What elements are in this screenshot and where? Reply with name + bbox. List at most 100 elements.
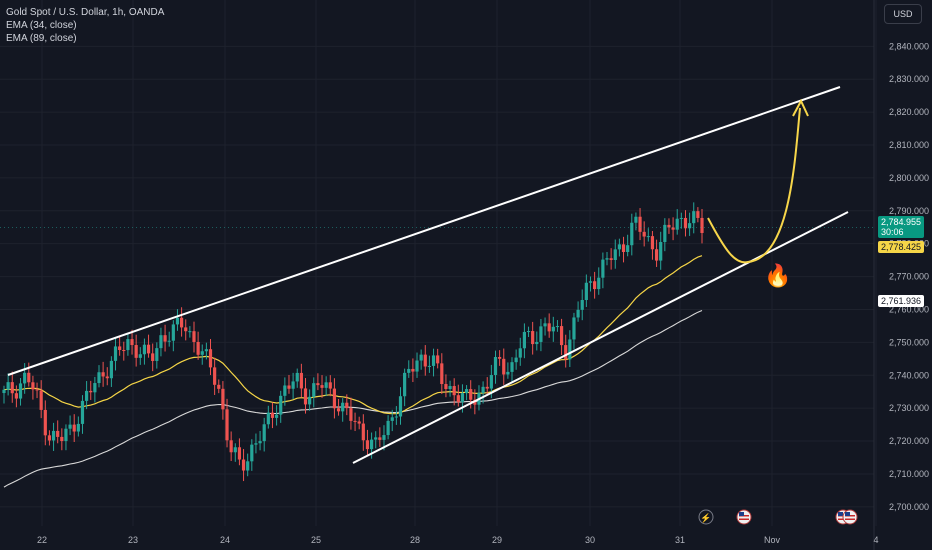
us-flag-icon[interactable] — [842, 509, 858, 525]
x-tick-label: 24 — [220, 535, 230, 545]
candle — [485, 377, 489, 395]
candle — [349, 397, 353, 430]
y-tick-label: 2,800.000 — [889, 173, 929, 183]
candle — [167, 331, 171, 347]
candle — [481, 381, 485, 404]
y-tick-label: 2,750.000 — [889, 337, 929, 347]
candle — [601, 252, 605, 289]
candle — [175, 309, 180, 331]
x-tick-label: 22 — [37, 535, 47, 545]
candle — [6, 373, 10, 396]
x-axis[interactable]: 22 23 24 25 28 29 30 31 Nov 4 ⚡ — [37, 509, 879, 545]
candle — [675, 209, 679, 235]
candle — [654, 239, 659, 267]
candle — [241, 449, 246, 482]
candle — [68, 415, 72, 436]
candle — [584, 274, 588, 308]
y-tick-label: 2,710.000 — [889, 469, 929, 479]
candle — [621, 236, 626, 263]
candle — [456, 384, 460, 407]
candle — [113, 338, 118, 371]
candle — [56, 420, 60, 444]
candle — [659, 231, 663, 270]
candle — [634, 212, 638, 231]
candle — [382, 425, 386, 451]
candle — [10, 371, 14, 403]
forecast-path[interactable] — [707, 107, 801, 264]
candle — [568, 330, 572, 368]
candle — [295, 368, 299, 388]
y-tick-label: 2,830.000 — [889, 74, 929, 84]
candle — [89, 380, 93, 400]
us-flag-icon[interactable] — [736, 509, 752, 525]
candle — [361, 414, 365, 451]
candle — [291, 372, 295, 400]
candle — [200, 344, 204, 365]
candle — [440, 353, 444, 394]
candle — [97, 365, 101, 388]
candle — [287, 374, 291, 394]
y-tick-label: 2,740.000 — [889, 370, 929, 380]
legend-symbol[interactable]: Gold Spot / U.S. Dollar, 1h, OANDA — [6, 7, 165, 18]
last-price-badge: 2,784.955 30:06 — [878, 216, 925, 238]
candle — [142, 338, 147, 365]
candle — [630, 213, 634, 256]
candle — [184, 319, 188, 341]
upper-channel-line[interactable] — [7, 86, 841, 376]
ema-89-path — [3, 309, 703, 488]
candle — [510, 357, 514, 383]
candle — [76, 416, 80, 437]
candle — [130, 329, 134, 355]
candle — [522, 323, 527, 359]
candle — [667, 218, 671, 234]
candle — [547, 313, 551, 338]
y-tick-label: 2,840.000 — [889, 41, 929, 51]
y-tick-label: 2,790.000 — [889, 206, 929, 216]
y-axis[interactable]: 2,700.000 2,710.000 2,720.000 2,730.000 2,74… — [873, 0, 929, 550]
candle — [671, 217, 675, 241]
candle — [588, 276, 593, 292]
legend-ema-short[interactable]: EMA (34, close) — [6, 20, 77, 31]
candle — [283, 377, 287, 406]
candle — [332, 378, 337, 419]
candle — [225, 398, 229, 448]
y-tick-label: 2,700.000 — [889, 502, 929, 512]
candle — [233, 443, 237, 462]
candle — [493, 350, 498, 384]
candle — [518, 337, 522, 366]
candle — [526, 326, 531, 337]
candle — [580, 289, 584, 321]
candle — [122, 341, 126, 361]
candle — [688, 212, 692, 236]
candle — [155, 342, 159, 369]
candle — [365, 429, 370, 455]
candle — [452, 378, 456, 406]
flash-icon[interactable]: ⚡ — [698, 509, 714, 525]
currency-button[interactable]: USD — [884, 4, 922, 24]
candle — [419, 349, 423, 370]
candle — [47, 430, 52, 446]
candle — [299, 363, 303, 398]
candle — [514, 349, 518, 370]
y-tick-label: 2,820.000 — [889, 107, 929, 117]
candle — [403, 368, 407, 407]
y-tick-label: 2,760.000 — [889, 304, 929, 314]
candle — [374, 431, 378, 449]
candle — [398, 387, 403, 425]
candle — [217, 379, 221, 394]
candle — [650, 230, 655, 260]
candle — [431, 348, 436, 377]
x-tick-label: 23 — [128, 535, 138, 545]
lower-support-line[interactable] — [352, 211, 849, 464]
candle — [312, 377, 316, 408]
legend-ema-long[interactable]: EMA (89, close) — [6, 33, 77, 44]
ema-89-badge: 2,761.936 — [878, 295, 925, 307]
candle — [324, 376, 328, 397]
x-tick-label: 29 — [492, 535, 502, 545]
candle — [555, 320, 560, 332]
candle — [250, 439, 254, 471]
candle — [336, 398, 341, 416]
candle — [51, 422, 56, 451]
